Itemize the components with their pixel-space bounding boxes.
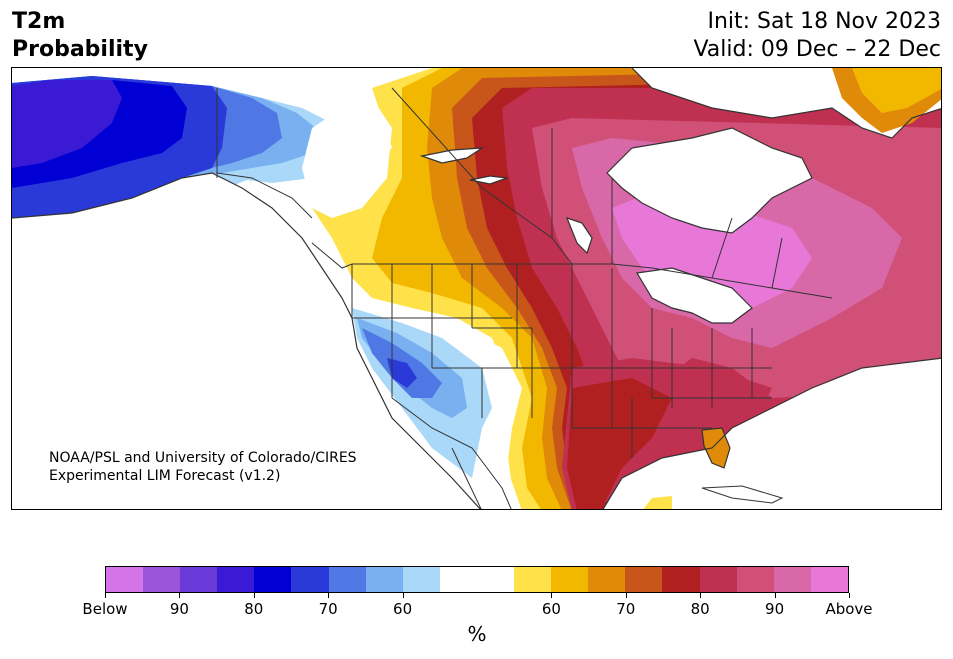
colorbar-swatch [106,567,144,592]
colorbar-tick-label: 70 [318,600,338,618]
colorbar-tick-mark [253,593,255,598]
alaska-cold-region-6 [12,80,122,168]
pacific-ocean [12,173,481,509]
colorbar-tick-mark [849,593,850,598]
colorbar-swatch [291,567,329,592]
colorbar-tick-mark [625,593,627,598]
map-title: T2m Probability [12,8,148,64]
colorbar-swatch [365,567,403,592]
borders [216,87,833,509]
colorbar-tick-label: 70 [616,600,636,618]
colorbar [105,566,849,593]
colorbar-swatch [476,567,515,592]
credit-line-1: NOAA/PSL and University of Colorado/CIRE… [49,450,357,466]
colorbar-swatch [254,567,292,592]
gulf-of-mexico [603,358,941,509]
coastlines [12,68,941,509]
colorbar-tick-mark [774,593,776,598]
great-lakes [637,268,752,323]
title-line-2: Probability [12,37,148,62]
credit-line-2: Experimental LIM Forecast (v1.2) [49,468,281,484]
colorbar-swatch [217,567,255,592]
colorbar-swatch [810,567,848,592]
great-slave-lake [422,148,482,163]
colorbar-tick-label: 80 [244,600,264,618]
colorbar-tick-label: 80 [690,600,710,618]
colorbar-tick-mark [402,593,404,598]
colorbar-tick-mark [179,593,181,598]
colorbar-swatch [143,567,181,592]
colorbar-tick-mark [105,593,106,598]
southeast-warm-2 [567,378,672,509]
colorbar-tick-mark [551,593,553,598]
southwest-cold-core [387,358,417,388]
great-bear-lake [470,176,507,184]
colorbar-swatch [402,567,440,592]
lake-winnipeg [567,218,592,253]
colorbar-swatch [662,567,700,592]
colorbar-tick-label: 60 [541,600,561,618]
colorbar-swatch [328,567,366,592]
colorbar-tick-mark [328,593,330,598]
cuba [701,485,784,504]
valid-range: Valid: 09 Dec – 22 Dec [693,37,941,62]
hudson-bay [607,128,812,233]
colorbar-swatch [514,567,552,592]
colorbar-tick-label: Above [825,600,873,618]
yucatan [643,496,672,509]
neutral-band [302,98,392,218]
colorbar-swatch [699,567,737,592]
colorbar-tick-label: 90 [765,600,785,618]
title-line-1: T2m [12,9,66,34]
init-date: Init: Sat 18 Nov 2023 [707,9,941,34]
colorbar-tick-label: 60 [393,600,413,618]
colorbar-swatch [773,567,811,592]
colorbar-tick-label: Below [82,600,128,618]
colorbar-swatch [180,567,218,592]
colorbar-swatch [736,567,774,592]
colorbar-swatch [439,567,477,592]
colorbar-swatch [551,567,589,592]
florida [702,428,730,468]
greenland-warm-2 [852,68,941,113]
colorbar-tick-label: 90 [169,600,189,618]
colorbar-swatch [588,567,626,592]
colorbar-swatch [625,567,663,592]
data-credit: NOAA/PSL and University of Colorado/CIRE… [49,449,357,485]
colorbar-unit: % [467,622,487,646]
probability-map [11,67,942,510]
forecast-dates: Init: Sat 18 Nov 2023 Valid: 09 Dec – 22… [693,8,941,64]
map-svg [12,68,941,509]
colorbar-tick-mark [700,593,702,598]
